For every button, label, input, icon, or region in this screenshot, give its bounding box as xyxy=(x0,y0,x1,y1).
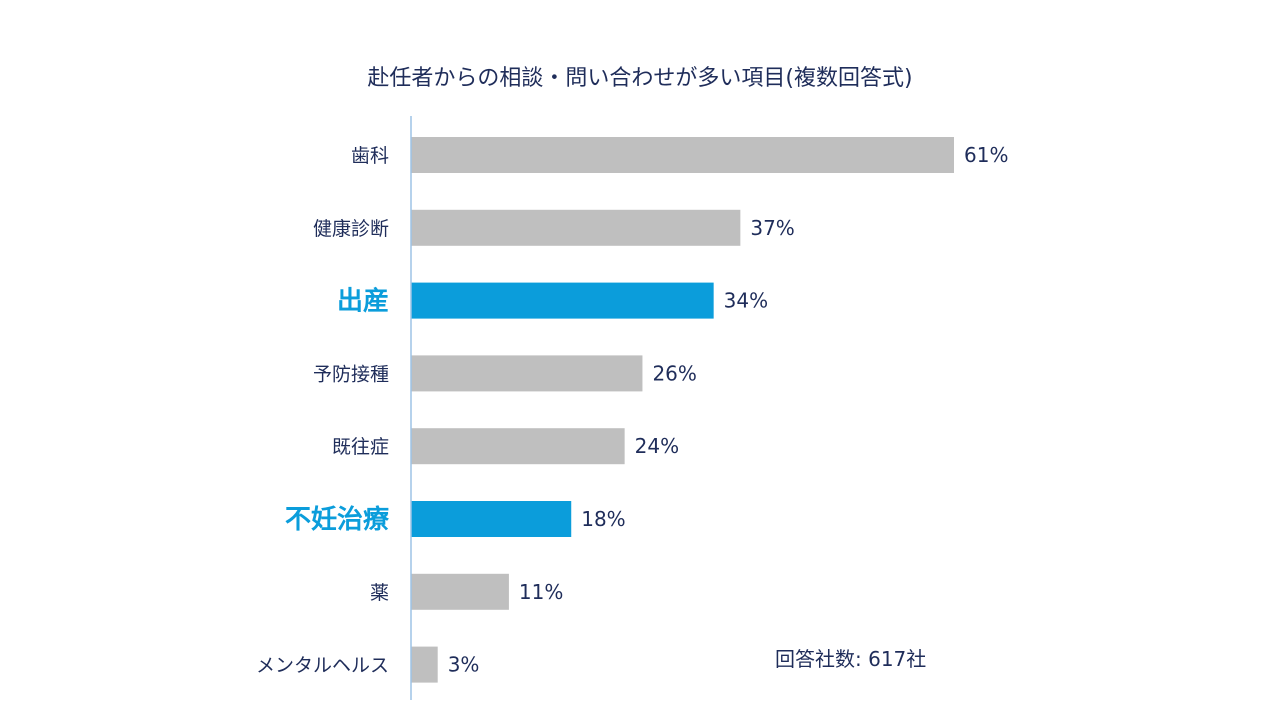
category-label-3: 出産 xyxy=(337,286,389,317)
bar-3 xyxy=(411,282,714,319)
value-label-8: 3% xyxy=(448,653,480,677)
bar-4 xyxy=(411,355,643,392)
bar-5 xyxy=(411,428,625,465)
category-label-2: 健康診断 xyxy=(313,218,389,240)
value-label-4: 26% xyxy=(652,361,696,385)
value-label-2: 37% xyxy=(750,216,794,240)
category-label-8: メンタルヘルス xyxy=(256,655,389,677)
category-label-1: 歯科 xyxy=(351,145,389,167)
category-label-6: 不妊治療 xyxy=(285,505,390,535)
category-label-5: 既往症 xyxy=(332,436,389,458)
category-label-4: 予防接種 xyxy=(313,363,389,385)
value-label-6: 18% xyxy=(581,507,625,531)
value-label-1: 61% xyxy=(964,143,1008,167)
chart-title: 赴任者からの相談・問い合わせが多い項目(複数回答式) xyxy=(367,66,913,91)
respondent-count-note: 回答社数: 617社 xyxy=(775,647,927,671)
bar-6 xyxy=(411,501,572,537)
value-label-5: 24% xyxy=(635,434,679,458)
value-label-7: 11% xyxy=(519,580,563,604)
bar-8 xyxy=(411,646,438,683)
bar-1 xyxy=(411,137,954,173)
bar-7 xyxy=(411,573,509,610)
category-label-7: 薬 xyxy=(370,582,389,604)
value-label-3: 34% xyxy=(724,289,768,313)
bar-2 xyxy=(411,209,741,246)
